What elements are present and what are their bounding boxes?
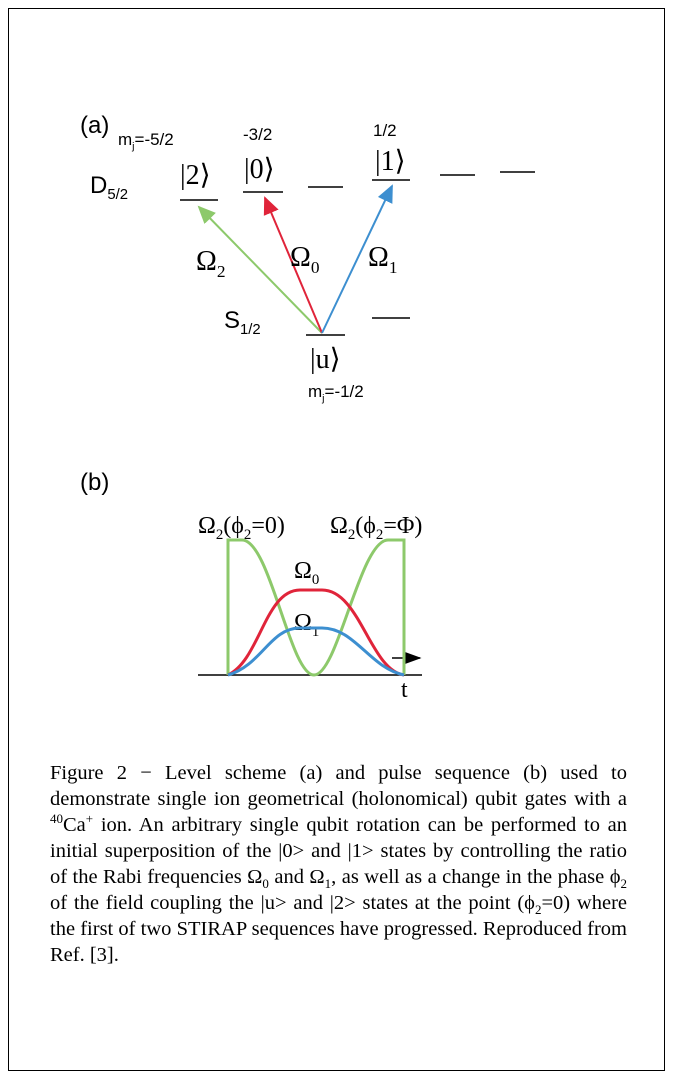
mj-label: mj=-1/2 bbox=[308, 382, 364, 404]
ket: |u⟩ bbox=[310, 344, 341, 375]
text-run: =-5/2 bbox=[135, 130, 174, 149]
mj-label: mj=-5/2 bbox=[118, 130, 174, 152]
pulse-label: Ω0 bbox=[294, 558, 319, 588]
text-run: (ϕ bbox=[355, 513, 376, 539]
subscript: 2 bbox=[217, 262, 226, 281]
subscript: 1 bbox=[312, 624, 319, 640]
mj-label: 1/2 bbox=[373, 121, 397, 140]
text-run: t bbox=[401, 677, 408, 703]
text-run: -3/2 bbox=[243, 125, 272, 144]
rabi-label: Ω1 bbox=[368, 242, 398, 277]
text-run: =Φ) bbox=[383, 513, 422, 539]
pulse-label: Ω2(ϕ2=Φ) bbox=[330, 513, 422, 543]
text-run: =0) where the first of two STIRAP sequen… bbox=[50, 892, 627, 966]
text-run: m bbox=[308, 382, 322, 401]
ket: |1⟩ bbox=[375, 146, 406, 177]
transition-arrow bbox=[197, 205, 323, 334]
text-run: Ca bbox=[63, 814, 86, 836]
subscript: 1/2 bbox=[240, 322, 261, 338]
subscript: 0 bbox=[311, 258, 320, 277]
text-run: |u⟩ bbox=[310, 344, 341, 375]
subscript: 2 bbox=[376, 527, 383, 543]
text-run: Ω bbox=[198, 513, 216, 539]
figure-frame bbox=[8, 8, 665, 1071]
pulse-curve bbox=[227, 626, 405, 677]
subscript: 2 bbox=[620, 876, 628, 892]
supscript: + bbox=[85, 811, 94, 827]
text-run: 1/2 bbox=[373, 121, 397, 140]
pulse-curve bbox=[227, 588, 405, 677]
text-run: =-1/2 bbox=[325, 382, 364, 401]
subscript: 2 bbox=[216, 527, 223, 543]
text-run: of the field coupling the |u> and |2> st… bbox=[50, 892, 535, 914]
text-run: |0⟩ bbox=[244, 154, 275, 185]
transition-arrow bbox=[263, 196, 323, 334]
text-run: Figure 2 − Level scheme (a) and pulse se… bbox=[50, 762, 627, 810]
text-run: Ω bbox=[294, 558, 312, 584]
subscript: 1 bbox=[389, 258, 398, 277]
rabi-label: Ω0 bbox=[290, 242, 320, 277]
text-run: D bbox=[90, 172, 107, 199]
text-run: Ω bbox=[294, 610, 312, 636]
subscript: j bbox=[131, 140, 134, 152]
subscript: 2 bbox=[348, 527, 355, 543]
subscript: 0 bbox=[312, 572, 319, 588]
subscript: j bbox=[321, 392, 324, 404]
axis-label: t bbox=[401, 677, 408, 703]
level-label: S1/2 bbox=[224, 307, 261, 338]
supscript: 40 bbox=[50, 811, 63, 827]
text-run: Ω bbox=[290, 242, 311, 273]
level-lines bbox=[180, 171, 535, 336]
text-run: m bbox=[118, 130, 132, 149]
pulse-label: Ω1 bbox=[294, 610, 319, 640]
transition-arrow bbox=[321, 184, 393, 334]
pulse-curve bbox=[226, 538, 406, 677]
text-run: Ω bbox=[330, 513, 348, 539]
mj-label: -3/2 bbox=[243, 125, 272, 144]
subscript: 5/2 bbox=[107, 187, 128, 203]
subscript: 2 bbox=[244, 527, 251, 543]
text-run: and Ω bbox=[268, 866, 325, 888]
subscript: 1 bbox=[324, 876, 332, 892]
text-run: =0) bbox=[251, 513, 285, 539]
text-run: , as well as a change in the phase ϕ bbox=[331, 866, 621, 888]
panel-label: (b) bbox=[80, 469, 109, 496]
text-run: ion. An arbitrary single qubit rotation … bbox=[50, 814, 627, 888]
panel-label: (a) bbox=[80, 112, 109, 139]
subscript: 2 bbox=[534, 902, 542, 918]
text-run: Ω bbox=[196, 246, 217, 277]
text-run: S bbox=[224, 307, 240, 334]
figure-caption: Figure 2 − Level scheme (a) and pulse se… bbox=[50, 760, 627, 968]
subscript: 0 bbox=[262, 876, 269, 892]
text-run: Ω bbox=[368, 242, 389, 273]
text-run: |2⟩ bbox=[180, 160, 211, 191]
level-label: D5/2 bbox=[90, 172, 128, 203]
text-run: |1⟩ bbox=[375, 146, 406, 177]
pulse-label: Ω2(ϕ2=0) bbox=[198, 513, 285, 543]
ket: |2⟩ bbox=[180, 160, 211, 191]
ket: |0⟩ bbox=[244, 154, 275, 185]
text-run: (ϕ bbox=[223, 513, 244, 539]
rabi-label: Ω2 bbox=[196, 246, 226, 281]
